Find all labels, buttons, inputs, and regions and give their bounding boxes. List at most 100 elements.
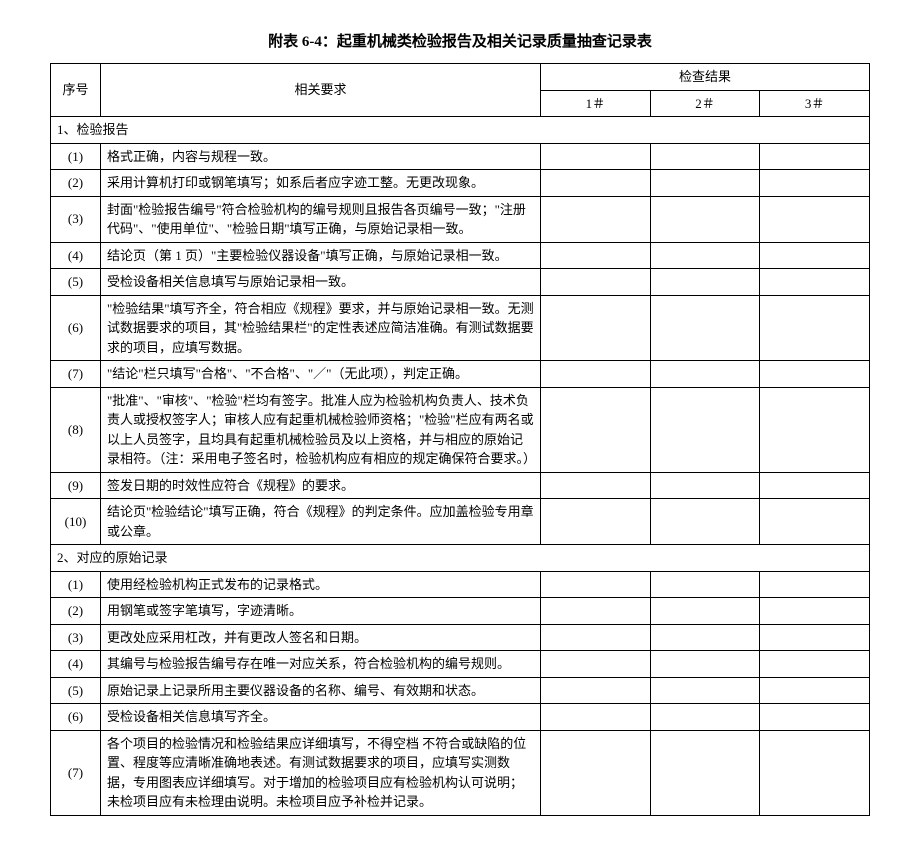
- row-requirement: 更改处应采用杠改，并有更改人签名和日期。: [101, 624, 541, 651]
- table-row: (4) 其编号与检验报告编号存在唯一对应关系，符合检验机构的编号规则。: [51, 651, 870, 678]
- header-result-3: 3＃: [760, 90, 870, 117]
- result-cell: [760, 242, 870, 269]
- result-cell: [541, 143, 651, 170]
- result-cell: [760, 143, 870, 170]
- row-requirement: 结论页"检验结论"填写正确，符合《规程》的判定条件。应加盖检验专用章或公章。: [101, 499, 541, 545]
- result-cell: [541, 651, 651, 678]
- row-index: (2): [51, 598, 101, 625]
- result-cell: [650, 170, 760, 197]
- result-cell: [541, 269, 651, 296]
- result-cell: [650, 704, 760, 731]
- table-row: (6) 受检设备相关信息填写齐全。: [51, 704, 870, 731]
- result-cell: [760, 387, 870, 472]
- result-cell: [760, 704, 870, 731]
- result-cell: [760, 170, 870, 197]
- table-row: (2) 用钢笔或签字笔填写，字迹清晰。: [51, 598, 870, 625]
- row-requirement: 各个项目的检验情况和检验结果应详细填写，不得空档 不符合或缺陷的位置、程度等应清…: [101, 730, 541, 815]
- section-2-header: 2、对应的原始记录: [51, 545, 870, 572]
- result-cell: [541, 295, 651, 361]
- row-requirement: 签发日期的时效性应符合《规程》的要求。: [101, 472, 541, 499]
- row-requirement: "批准"、"审核"、"检验"栏均有签字。批准人应为检验机构负责人、技术负责人或授…: [101, 387, 541, 472]
- header-result: 检查结果: [541, 64, 870, 91]
- table-row: (7) "结论"栏只填写"合格"、"不合格"、"／"（无此项），判定正确。: [51, 361, 870, 388]
- header-requirement: 相关要求: [101, 64, 541, 117]
- table-row: (6) "检验结果"填写齐全，符合相应《规程》要求，并与原始记录相一致。无测试数…: [51, 295, 870, 361]
- section-1-title: 1、检验报告: [51, 117, 870, 144]
- table-row: (10) 结论页"检验结论"填写正确，符合《规程》的判定条件。应加盖检验专用章或…: [51, 499, 870, 545]
- result-cell: [650, 196, 760, 242]
- row-requirement: 其编号与检验报告编号存在唯一对应关系，符合检验机构的编号规则。: [101, 651, 541, 678]
- result-cell: [760, 269, 870, 296]
- result-cell: [760, 499, 870, 545]
- result-cell: [541, 196, 651, 242]
- result-cell: [541, 624, 651, 651]
- section-2-title: 2、对应的原始记录: [51, 545, 870, 572]
- result-cell: [541, 170, 651, 197]
- row-index: (1): [51, 571, 101, 598]
- result-cell: [541, 387, 651, 472]
- result-cell: [650, 730, 760, 815]
- row-requirement: 用钢笔或签字笔填写，字迹清晰。: [101, 598, 541, 625]
- result-cell: [760, 677, 870, 704]
- table-row: (5) 原始记录上记录所用主要仪器设备的名称、编号、有效期和状态。: [51, 677, 870, 704]
- row-index: (1): [51, 143, 101, 170]
- row-index: (4): [51, 242, 101, 269]
- result-cell: [650, 361, 760, 388]
- table-row: (8) "批准"、"审核"、"检验"栏均有签字。批准人应为检验机构负责人、技术负…: [51, 387, 870, 472]
- result-cell: [760, 730, 870, 815]
- row-index: (7): [51, 361, 101, 388]
- result-cell: [541, 571, 651, 598]
- result-cell: [650, 499, 760, 545]
- row-index: (9): [51, 472, 101, 499]
- result-cell: [650, 571, 760, 598]
- row-index: (8): [51, 387, 101, 472]
- result-cell: [760, 196, 870, 242]
- result-cell: [650, 143, 760, 170]
- result-cell: [650, 269, 760, 296]
- table-row: (4) 结论页（第 1 页）"主要检验仪器设备"填写正确，与原始记录相一致。: [51, 242, 870, 269]
- table-row: (1) 使用经检验机构正式发布的记录格式。: [51, 571, 870, 598]
- row-requirement: 封面"检验报告编号"符合检验机构的编号规则且报告各页编号一致；"注册代码"、"使…: [101, 196, 541, 242]
- header-row-1: 序号 相关要求 检查结果: [51, 64, 870, 91]
- row-requirement: 受检设备相关信息填写与原始记录相一致。: [101, 269, 541, 296]
- result-cell: [650, 677, 760, 704]
- result-cell: [650, 242, 760, 269]
- result-cell: [650, 624, 760, 651]
- result-cell: [760, 295, 870, 361]
- table-row: (5) 受检设备相关信息填写与原始记录相一致。: [51, 269, 870, 296]
- result-cell: [760, 598, 870, 625]
- header-index: 序号: [51, 64, 101, 117]
- table-row: (9) 签发日期的时效性应符合《规程》的要求。: [51, 472, 870, 499]
- table-row: (3) 更改处应采用杠改，并有更改人签名和日期。: [51, 624, 870, 651]
- row-requirement: "检验结果"填写齐全，符合相应《规程》要求，并与原始记录相一致。无测试数据要求的…: [101, 295, 541, 361]
- result-cell: [650, 651, 760, 678]
- result-cell: [760, 361, 870, 388]
- result-cell: [541, 730, 651, 815]
- result-cell: [541, 472, 651, 499]
- result-cell: [760, 624, 870, 651]
- row-requirement: 结论页（第 1 页）"主要检验仪器设备"填写正确，与原始记录相一致。: [101, 242, 541, 269]
- result-cell: [650, 295, 760, 361]
- result-cell: [760, 651, 870, 678]
- table-row: (1) 格式正确，内容与规程一致。: [51, 143, 870, 170]
- row-requirement: 格式正确，内容与规程一致。: [101, 143, 541, 170]
- result-cell: [541, 704, 651, 731]
- result-cell: [541, 598, 651, 625]
- table-row: (3) 封面"检验报告编号"符合检验机构的编号规则且报告各页编号一致；"注册代码…: [51, 196, 870, 242]
- row-requirement: 使用经检验机构正式发布的记录格式。: [101, 571, 541, 598]
- header-result-1: 1＃: [541, 90, 651, 117]
- result-cell: [541, 361, 651, 388]
- row-index: (7): [51, 730, 101, 815]
- row-index: (5): [51, 677, 101, 704]
- table-row: (2) 采用计算机打印或钢笔填写；如系后者应字迹工整。无更改现象。: [51, 170, 870, 197]
- section-1-header: 1、检验报告: [51, 117, 870, 144]
- result-cell: [650, 387, 760, 472]
- row-index: (6): [51, 704, 101, 731]
- row-index: (4): [51, 651, 101, 678]
- table-row: (7) 各个项目的检验情况和检验结果应详细填写，不得空档 不符合或缺陷的位置、程…: [51, 730, 870, 815]
- result-cell: [650, 472, 760, 499]
- header-result-2: 2＃: [650, 90, 760, 117]
- row-index: (3): [51, 196, 101, 242]
- row-requirement: 受检设备相关信息填写齐全。: [101, 704, 541, 731]
- inspection-table: 序号 相关要求 检查结果 1＃ 2＃ 3＃ 1、检验报告 (1) 格式正确，内容…: [50, 63, 870, 816]
